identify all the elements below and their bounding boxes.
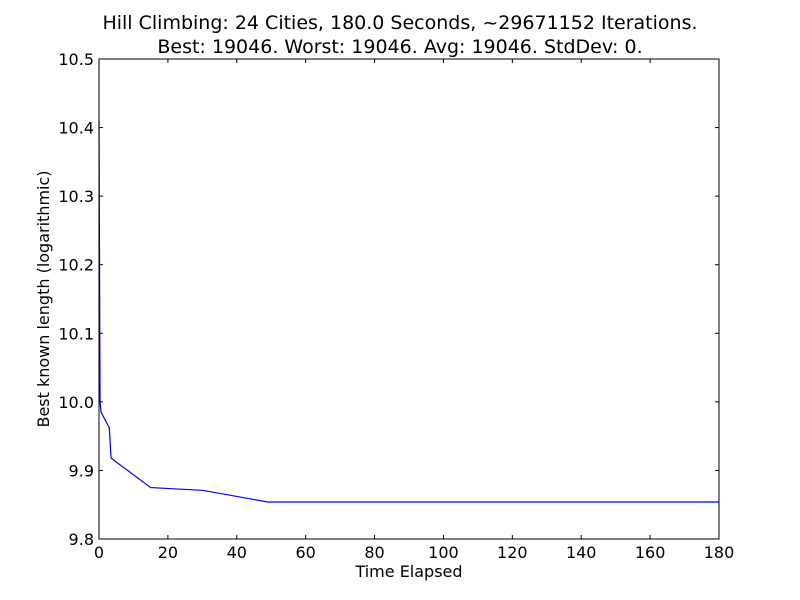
x-tick-label: 80 [364, 543, 384, 562]
chart-subtitle: Best: 19046. Worst: 19046. Avg: 19046. S… [157, 36, 643, 58]
x-tick-label: 40 [227, 543, 247, 562]
y-tick-label: 9.8 [69, 530, 94, 549]
plot-frame [98, 58, 720, 540]
x-tick-label: 100 [428, 543, 459, 562]
x-axis-label: Time Elapsed [354, 562, 462, 581]
y-tick-label: 10.0 [58, 393, 94, 412]
x-tick-label: 180 [704, 543, 735, 562]
series-line [98, 120, 719, 503]
y-tick-label: 10.2 [58, 256, 94, 275]
chart-title: Hill Climbing: 24 Cities, 180.0 Seconds,… [102, 12, 698, 34]
y-tick-label: 10.4 [58, 119, 94, 138]
y-tick-label: 9.9 [69, 461, 94, 480]
x-tick-label: 60 [295, 543, 315, 562]
x-tick-label: 120 [497, 543, 528, 562]
y-axis-label: Best known length (logarithmic) [34, 170, 53, 427]
x-tick-label: 160 [635, 543, 666, 562]
x-tick-label: 20 [158, 543, 178, 562]
y-tick-label: 10.1 [58, 324, 94, 343]
x-tick-label: 0 [94, 543, 104, 562]
y-tick-label: 10.5 [58, 50, 94, 69]
x-tick-label: 140 [566, 543, 597, 562]
y-tick-label: 10.3 [58, 187, 94, 206]
